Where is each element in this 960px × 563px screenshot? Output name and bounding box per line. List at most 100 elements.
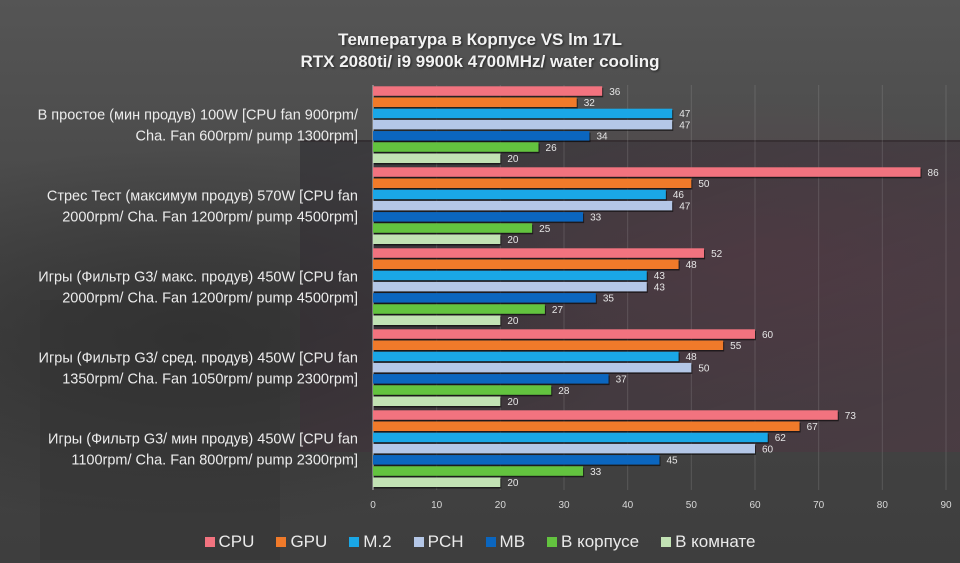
category-label: Игры (Фильтр G3/ мин продув) 450W [CPU f… bbox=[48, 432, 358, 448]
bar bbox=[373, 119, 673, 130]
legend-item: GPU bbox=[276, 532, 327, 552]
data-label: 60 bbox=[762, 330, 774, 341]
chart-title: Температура в Корпусе VS lm 17L bbox=[338, 30, 622, 49]
data-label: 46 bbox=[673, 190, 685, 201]
x-tick-label: 10 bbox=[431, 500, 443, 511]
bar bbox=[373, 374, 609, 384]
legend-label: CPU bbox=[218, 532, 255, 551]
bar bbox=[373, 97, 577, 107]
background-pc-case bbox=[40, 300, 280, 560]
legend-item: CPU bbox=[204, 532, 255, 552]
bar bbox=[373, 270, 647, 281]
category-label: 2000rpm/ Cha. Fan 1200rpm/ pump 4500rpm] bbox=[62, 291, 358, 307]
legend-label: В корпусе bbox=[561, 532, 640, 551]
data-label: 20 bbox=[507, 478, 519, 489]
data-label: 34 bbox=[596, 132, 608, 143]
bar bbox=[373, 315, 501, 325]
bar bbox=[373, 167, 921, 177]
bar bbox=[373, 340, 724, 350]
bar bbox=[373, 189, 666, 200]
data-label: 37 bbox=[616, 375, 628, 386]
bar bbox=[373, 351, 679, 362]
bar bbox=[373, 259, 679, 269]
bar bbox=[373, 396, 501, 406]
legend-label: GPU bbox=[290, 532, 328, 551]
legend-item: M.2 bbox=[349, 532, 392, 552]
legend-label: M.2 bbox=[363, 532, 392, 551]
x-tick-label: 80 bbox=[877, 500, 889, 511]
bar bbox=[373, 234, 501, 244]
data-label: 20 bbox=[507, 235, 519, 246]
bar bbox=[373, 421, 800, 431]
bar bbox=[373, 293, 596, 303]
category-label: В простое (мин продув) 100W [CPU fan 900… bbox=[38, 108, 359, 124]
bar bbox=[373, 142, 539, 152]
data-label: 43 bbox=[654, 282, 666, 293]
chart-legend: CPU GPU M.2 PCH MB В корпусе В комнате bbox=[0, 532, 960, 552]
category-label: Стрес Тест (максимум продув) 570W [CPU f… bbox=[47, 189, 358, 205]
data-label: 20 bbox=[507, 397, 519, 408]
bar bbox=[373, 304, 545, 314]
bar bbox=[373, 200, 673, 211]
data-label: 35 bbox=[603, 294, 615, 305]
data-label: 26 bbox=[546, 143, 558, 154]
x-tick-label: 50 bbox=[686, 500, 698, 511]
category-label: 1100rpm/ Cha. Fan 800rpm/ pump 2300rpm] bbox=[71, 453, 358, 469]
x-tick-label: 20 bbox=[495, 500, 507, 511]
bar bbox=[373, 248, 705, 258]
legend-item: MB bbox=[485, 532, 526, 552]
legend-label: PCH bbox=[427, 532, 464, 551]
x-tick-label: 40 bbox=[622, 500, 634, 511]
x-tick-label: 30 bbox=[558, 500, 570, 511]
legend-swatch bbox=[485, 537, 496, 547]
legend-label: MB bbox=[499, 532, 526, 551]
data-label: 62 bbox=[775, 433, 787, 444]
category-label: 1350rpm/ Cha. Fan 1050rpm/ pump 2300rpm] bbox=[62, 372, 358, 388]
data-label: 45 bbox=[667, 456, 679, 467]
category-label: Игры (Фильтр G3/ макс. продув) 450W [CPU… bbox=[38, 270, 358, 286]
data-label: 50 bbox=[698, 179, 710, 190]
data-label: 86 bbox=[928, 168, 940, 179]
data-label: 47 bbox=[679, 109, 691, 120]
bar bbox=[373, 410, 838, 420]
data-label: 36 bbox=[609, 87, 621, 98]
x-tick-label: 90 bbox=[940, 500, 952, 511]
legend-swatch bbox=[204, 537, 215, 547]
bar bbox=[373, 223, 533, 233]
bar bbox=[373, 108, 673, 119]
bar bbox=[373, 362, 692, 373]
bar bbox=[373, 86, 603, 96]
legend-item: В комнате bbox=[661, 532, 755, 552]
bar bbox=[373, 281, 647, 292]
data-label: 20 bbox=[507, 316, 519, 327]
x-tick-label: 60 bbox=[749, 500, 761, 511]
data-label: 33 bbox=[590, 213, 602, 224]
bar bbox=[373, 329, 755, 339]
data-label: 48 bbox=[686, 352, 698, 363]
data-label: 47 bbox=[679, 120, 691, 131]
data-label: 50 bbox=[698, 363, 710, 374]
legend-item: В корпусе bbox=[547, 532, 639, 552]
data-label: 47 bbox=[679, 201, 691, 212]
x-tick-label: 70 bbox=[813, 500, 825, 511]
data-label: 55 bbox=[730, 341, 742, 352]
bar bbox=[373, 477, 501, 487]
data-label: 48 bbox=[686, 260, 698, 271]
bar bbox=[373, 455, 660, 465]
bar bbox=[373, 153, 501, 163]
legend-swatch bbox=[349, 537, 360, 547]
x-tick-label: 0 bbox=[370, 500, 376, 511]
legend-item: PCH bbox=[413, 532, 464, 552]
data-label: 25 bbox=[539, 224, 551, 235]
category-label: 2000rpm/ Cha. Fan 1200rpm/ pump 4500rpm] bbox=[62, 210, 358, 226]
data-label: 28 bbox=[558, 386, 570, 397]
data-label: 52 bbox=[711, 249, 723, 260]
bar bbox=[373, 432, 768, 443]
data-label: 27 bbox=[552, 305, 564, 316]
data-label: 20 bbox=[507, 154, 519, 165]
chart-subtitle: RTX 2080ti/ i9 9900k 4700MHz/ water cool… bbox=[300, 52, 660, 71]
category-label: Cha. Fan 600rpm/ pump 1300rpm] bbox=[136, 129, 358, 145]
data-label: 60 bbox=[762, 444, 774, 455]
bar bbox=[373, 131, 590, 141]
